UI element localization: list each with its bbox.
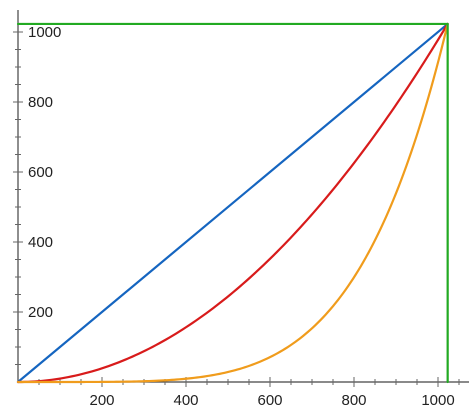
series-quintic-line	[16, 22, 449, 384]
x-tick-label: 1000	[421, 392, 454, 409]
y-tick-label: 1000	[28, 24, 61, 41]
x-tick-label: 200	[89, 392, 114, 409]
tick-labels: 200 400 600 800 1000 200 400 600 800 1000	[28, 24, 455, 409]
y-tick-label: 200	[28, 304, 53, 321]
series-layer	[16, 22, 449, 384]
y-tick-label: 800	[28, 94, 53, 111]
y-tick-label: 400	[28, 234, 53, 251]
series-step-line	[16, 22, 449, 384]
axes	[13, 10, 469, 387]
x-tick-label: 600	[257, 392, 282, 409]
x-tick-label: 400	[173, 392, 198, 409]
series-linear-line	[16, 22, 449, 384]
x-tick-label: 800	[341, 392, 366, 409]
series-quadratic-line	[16, 22, 449, 384]
y-tick-label: 600	[28, 164, 53, 181]
